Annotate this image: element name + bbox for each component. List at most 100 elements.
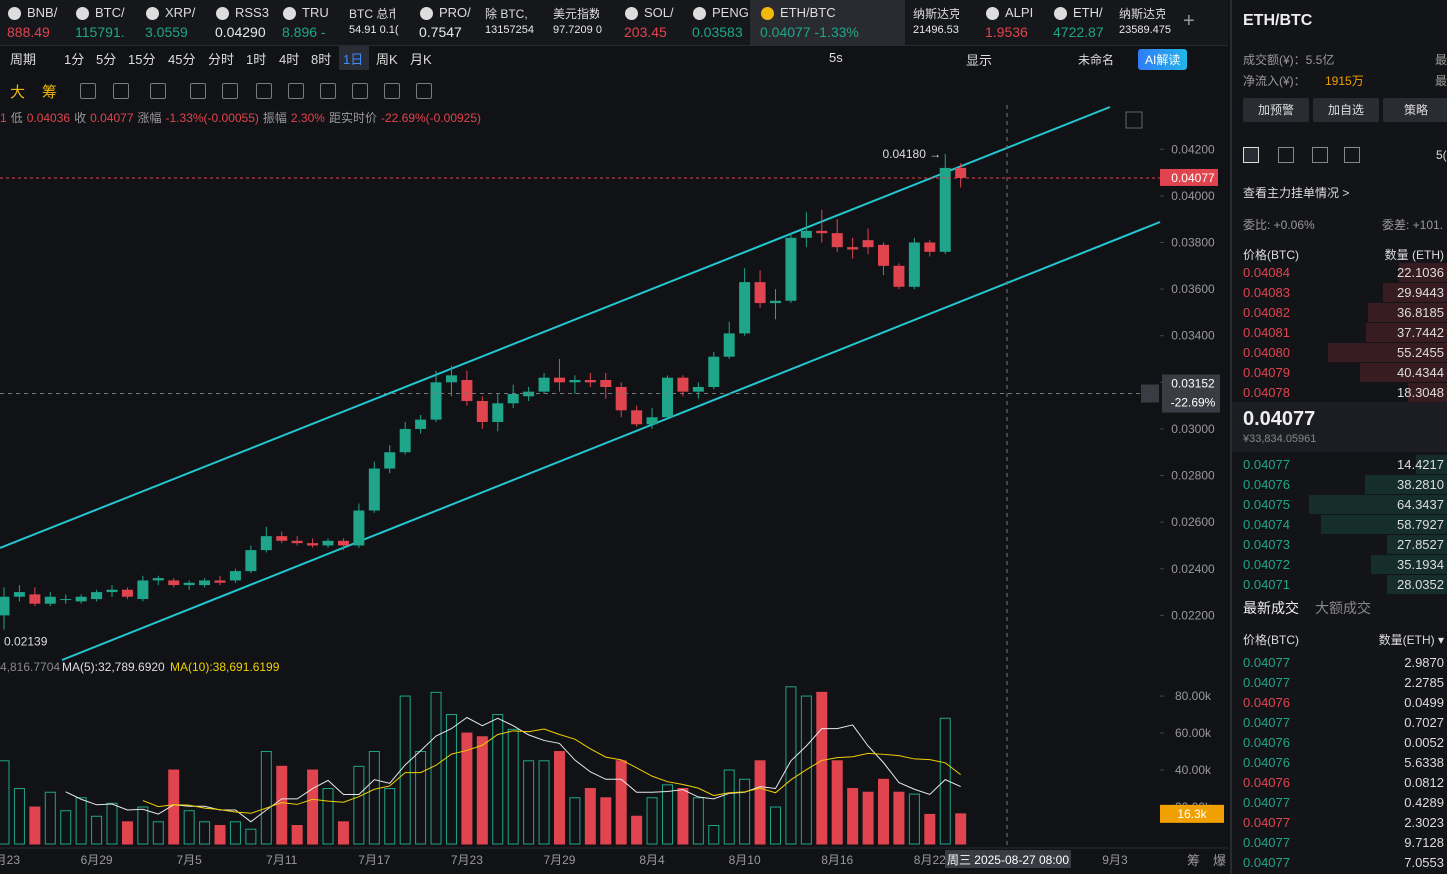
ai-button[interactable]: AI解读 [1138,49,1188,70]
tab-name[interactable]: 除 BTC, E [485,7,531,21]
period[interactable]: 分时 [208,52,235,67]
add-tab[interactable]: + [1183,10,1195,32]
tab-name[interactable]: ETH/ [1073,5,1103,20]
period[interactable]: 1时 [246,52,267,67]
layout-name[interactable]: 未命名 [1078,53,1115,67]
tab-price: 0.7547 [419,24,462,40]
volume-bar [476,736,488,845]
edge-text: 最 [1435,74,1447,88]
tool-icon[interactable] [190,83,206,99]
book-qty: 38.2810 [1397,477,1444,492]
period[interactable]: 4时 [279,52,300,67]
tab-name[interactable]: PRO/ [439,5,471,20]
inflow: 1915万 [1325,74,1364,88]
period[interactable]: 1分 [64,52,85,67]
tab-name[interactable]: BTC 总市 [349,7,395,21]
volume-bar [307,769,319,845]
tab-name[interactable]: RSS3 [235,5,269,20]
period[interactable]: 5分 [96,52,117,67]
book-price: 0.04083 [1243,285,1290,300]
tool[interactable]: 大 [10,84,26,101]
tool-icon[interactable] [384,83,400,99]
volume-bar [75,797,87,845]
main-orders[interactable]: 查看主力挂单情况 > [1243,186,1350,200]
tool-icon[interactable] [113,83,129,99]
tool-icon[interactable] [150,83,166,99]
volume-bar [955,813,967,845]
period[interactable]: 周K [376,52,398,67]
tab-name[interactable]: 纳斯达克 [1119,7,1165,21]
interval[interactable]: 5s [829,50,843,65]
depth-bar [1371,555,1447,574]
info-amp: 2.30% [290,111,325,125]
period[interactable]: 45分 [168,52,196,67]
book-qty: 37.7442 [1397,325,1444,340]
tab-name[interactable]: XRP/ [165,5,196,20]
tab-name[interactable]: 纳斯达克 [913,7,959,21]
tab-name[interactable]: BNB/ [27,5,58,20]
tab-icon [625,7,638,20]
tab-name[interactable]: PENG [712,5,749,20]
trade-tab[interactable]: 最新成交 [1243,600,1299,616]
y-tick-label: 0.03400 [1171,329,1215,343]
panel-title: ETH/BTC [1243,12,1313,29]
tool-icon[interactable] [320,83,336,99]
tab-name[interactable]: TRU [302,5,329,20]
high-note: 0.04180 → [883,147,942,161]
volume-bar [199,821,211,845]
candle-body [291,540,303,544]
tool-icon[interactable] [416,83,432,99]
tool-icon[interactable] [256,83,272,99]
depth-bar [1367,303,1447,322]
tool-icon[interactable] [288,83,304,99]
tab-price: 0.03583 [692,24,743,40]
channel-lower [61,221,1161,661]
panel-button[interactable]: 加预警 [1243,98,1309,122]
volume-bar [785,686,797,845]
candle-body [754,282,766,304]
candle-body [44,596,56,604]
depth-bar [1320,515,1447,534]
tab-name[interactable]: SOL/ [644,5,674,20]
candle-body [785,237,797,301]
active-tab-bg[interactable] [750,0,905,45]
candle-body [661,377,673,418]
period[interactable]: 8时 [311,52,332,67]
trade-qty: 0.0499 [1404,695,1444,710]
book-view-icon[interactable] [1278,147,1294,163]
tab-price: 888.49 [7,24,50,40]
book-view-icon[interactable] [1344,147,1360,163]
edge-text: 最 [1435,53,1447,67]
display[interactable]: 显示 [966,53,993,68]
tool-icon[interactable] [352,83,368,99]
tool-icon[interactable] [222,83,238,99]
tab-icon [693,7,706,20]
tab-name[interactable]: ALPI [1005,5,1034,20]
period[interactable]: 15分 [128,52,156,67]
panel-button[interactable]: 策略 [1383,98,1447,122]
x-tick-label: 8月4 [639,853,665,867]
tool-icon[interactable] [80,83,96,99]
candle-body [600,380,612,387]
book-price: 0.04075 [1243,497,1290,512]
period[interactable]: 周期 [10,52,37,67]
vol-tick-label: 40.00k [1175,763,1212,777]
tab-name[interactable]: ETH/BTC [780,5,836,20]
tab-name[interactable]: 美元指数 [553,7,599,21]
panel-button[interactable]: 加自选 [1313,98,1379,122]
volume-bar [615,760,627,845]
book-qty: 64.3437 [1397,497,1444,512]
info-low: 0.04036 [26,111,71,125]
book-view-icon[interactable] [1312,147,1328,163]
candle-body [816,230,828,234]
candle-body [29,594,41,604]
trade-tab[interactable]: 大额成交 [1315,600,1371,616]
period[interactable]: 月K [410,52,432,67]
book-view-icon[interactable] [1243,147,1259,163]
tab-name[interactable]: BTC/ [95,5,125,20]
volume-bar [214,825,226,845]
period[interactable]: 1日 [343,52,364,67]
tool[interactable]: 筹 [42,84,58,101]
candle-body [430,382,442,420]
expand-icon[interactable] [1125,111,1143,129]
